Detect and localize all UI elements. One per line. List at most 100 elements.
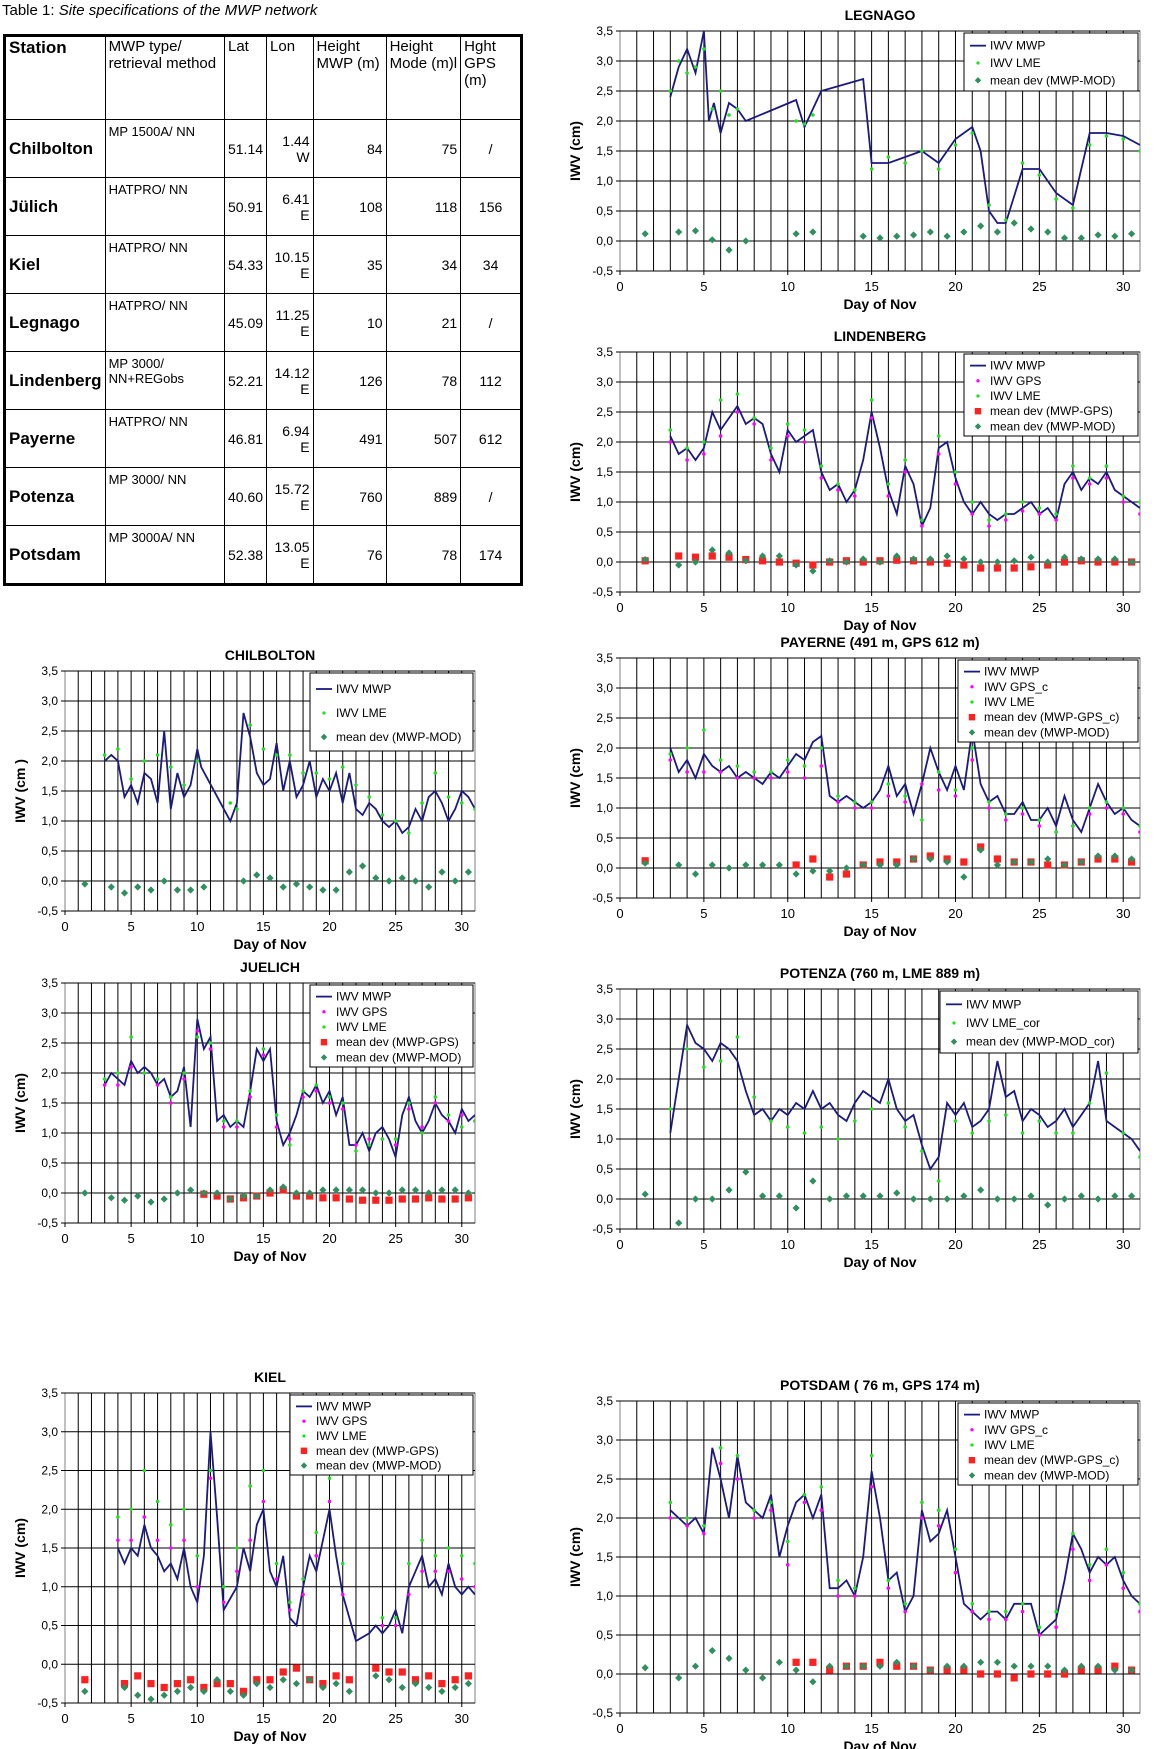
data-point <box>221 1119 226 1123</box>
data-point <box>319 1194 327 1202</box>
y-axis-label: IWV (cm) <box>567 1527 583 1587</box>
data-point <box>641 1190 649 1198</box>
legend-box <box>309 672 474 752</box>
data-point <box>446 1113 451 1117</box>
data-point <box>160 877 168 885</box>
data-point <box>446 795 451 799</box>
y-tick-label: 2,5 <box>596 1472 613 1486</box>
data-point <box>208 1047 213 1051</box>
y-tick-label: 2,5 <box>596 711 613 725</box>
data-point <box>221 1125 226 1129</box>
data-point <box>718 89 723 93</box>
data-point <box>977 558 985 566</box>
data-point <box>1020 1609 1025 1614</box>
table-row: Payerne HATPRO/ NN 46.81 6.94 E 491 507 612 <box>4 409 522 468</box>
data-point <box>742 237 750 245</box>
data-point <box>685 71 689 75</box>
data-point <box>1087 1101 1092 1105</box>
data-point <box>1094 1662 1102 1670</box>
data-point <box>836 1137 840 1141</box>
data-point <box>155 1538 160 1543</box>
data-point <box>1111 232 1119 240</box>
data-point <box>752 776 756 780</box>
data-point <box>842 870 851 878</box>
data-point <box>1111 555 1119 563</box>
x-tick-label: 30 <box>1116 279 1130 294</box>
table-cell: 6.41 E <box>266 177 314 236</box>
data-point <box>943 858 951 866</box>
data-point <box>668 752 673 756</box>
table-row: Potsdam MP 3000A/ NN 52.38 13.05 E 76 78 174 <box>4 525 522 585</box>
y-tick-label: 1,5 <box>596 465 613 479</box>
y-tick-label: 3,5 <box>596 345 613 359</box>
data-point <box>702 440 706 444</box>
data-point <box>718 1446 723 1450</box>
data-point <box>1071 1531 1075 1536</box>
x-axis-label: Day of Nov <box>843 617 916 633</box>
data-point <box>718 1461 723 1466</box>
x-tick-label: 25 <box>1032 1237 1046 1252</box>
data-point <box>1138 824 1140 828</box>
series-layer <box>641 728 1140 881</box>
y-tick-label: -0,5 <box>592 264 613 278</box>
data-point <box>903 458 907 462</box>
y-tick-label: 1,0 <box>596 495 613 509</box>
x-tick-label: 15 <box>864 906 878 921</box>
data-point <box>314 1083 319 1087</box>
data-point <box>668 1500 673 1505</box>
table-caption: Table 1: Site specifications of the MWP … <box>2 2 317 19</box>
table-cell: MP 3000/ NN <box>104 467 225 526</box>
data-point <box>1138 149 1140 153</box>
data-point <box>960 228 968 236</box>
data-point <box>1104 134 1109 138</box>
data-point <box>314 1553 319 1558</box>
series-iwv-mwp <box>669 1021 1140 1171</box>
data-point <box>187 1676 195 1684</box>
data-point <box>903 800 907 804</box>
data-point <box>819 764 824 768</box>
y-tick-label: 3,0 <box>41 1425 58 1439</box>
chart-payerne: PAYERNE (491 m, GPS 612 m) -0,5 0,0 0,5 1,0 1… <box>567 634 1141 939</box>
data-point <box>968 729 976 736</box>
data-point <box>288 753 292 757</box>
data-point <box>993 558 1002 566</box>
data-point <box>1128 230 1136 238</box>
y-tick-label: 3,5 <box>596 982 613 996</box>
data-point <box>169 1095 173 1099</box>
data-point <box>903 794 907 798</box>
data-point <box>758 1674 767 1682</box>
table-cell: 760 <box>312 467 387 526</box>
data-point <box>213 1680 221 1688</box>
table-cell: 15.72 E <box>266 467 314 526</box>
data-point <box>1010 557 1018 565</box>
data-point <box>301 1089 305 1093</box>
data-point <box>433 771 438 775</box>
data-point <box>393 819 398 823</box>
data-point <box>320 733 328 741</box>
data-point <box>903 1609 907 1614</box>
data-point <box>893 1662 901 1670</box>
data-point <box>1004 1609 1008 1614</box>
data-point <box>235 1569 239 1574</box>
table-cell: 14.12 E <box>266 351 314 410</box>
data-point <box>1138 1155 1140 1159</box>
data-point <box>320 1054 328 1061</box>
table-cell: 156 <box>460 177 522 236</box>
series-mean-dev-mwp-mod- <box>641 846 1136 881</box>
data-point <box>266 874 274 882</box>
table-cell: 1.44 W <box>266 119 314 178</box>
data-point <box>332 886 340 894</box>
x-tick-label: 0 <box>616 600 623 615</box>
table-row: Kiel HATPRO/ NN 54.33 10.15 E 35 34 34 <box>4 235 522 294</box>
data-point <box>970 758 975 762</box>
data-point <box>1004 812 1008 816</box>
table-cell: 34 <box>460 235 522 294</box>
data-point <box>129 777 133 781</box>
data-point <box>1138 512 1140 516</box>
table-cell: 35 <box>312 235 387 294</box>
data-point <box>1054 512 1058 516</box>
legend-entry: mean dev (MWP-GPS) <box>336 1035 459 1049</box>
data-point <box>794 119 798 123</box>
x-tick-label: 5 <box>128 1231 135 1246</box>
data-point <box>248 1484 252 1488</box>
